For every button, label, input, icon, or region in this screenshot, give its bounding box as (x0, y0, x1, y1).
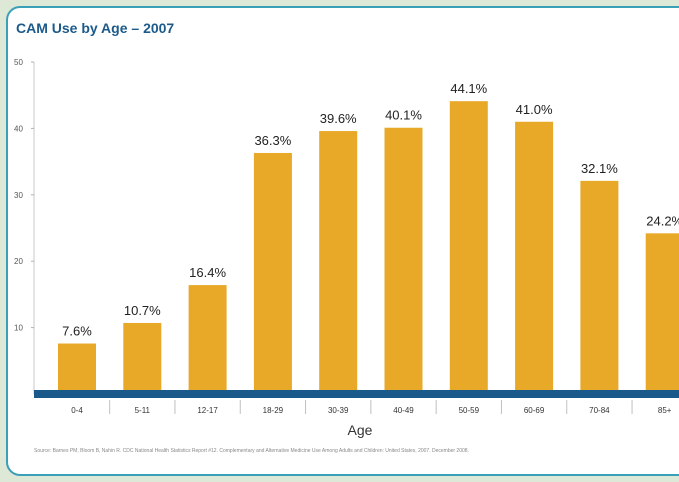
bar (253, 152, 292, 394)
x-tick-label: 18-29 (263, 406, 284, 415)
bar (319, 131, 358, 394)
y-axis: 10 20 30 40 50 (14, 58, 35, 394)
y-tick-label: 40 (14, 124, 23, 133)
x-tick-label: 40-49 (393, 406, 414, 415)
x-tick-label: 50-59 (459, 406, 480, 415)
x-tick-label: 0-4 (71, 406, 83, 415)
data-label: 10.7% (124, 303, 161, 318)
x-tick-label: 85+ (658, 406, 672, 415)
x-axis: 0-4 5-11 12-17 18-29 30-39 40-49 50-59 60-69 70-… (34, 390, 679, 415)
bar (515, 121, 554, 394)
bar (123, 322, 162, 394)
x-axis-baseline (34, 390, 679, 398)
x-tick-label: 70-84 (589, 406, 610, 415)
data-label: 36.3% (254, 133, 291, 148)
chart-title: CAM Use by Age – 2007 (16, 20, 175, 36)
x-tick-label: 30-39 (328, 406, 349, 415)
data-label: 44.1% (450, 81, 487, 96)
y-tick-label: 30 (14, 191, 23, 200)
y-tick-label: 20 (14, 257, 23, 266)
y-tick-label: 50 (14, 58, 23, 67)
bar (645, 233, 679, 394)
x-axis-title: Age (348, 422, 373, 438)
x-tick-label: 12-17 (197, 406, 218, 415)
data-label: 32.1% (581, 161, 618, 176)
y-tick-label: 10 (14, 324, 23, 333)
bar (58, 343, 96, 394)
data-label: 24.2% (646, 213, 679, 228)
data-label: 7.6% (62, 324, 92, 339)
data-label: 16.4% (189, 265, 226, 280)
bar (580, 180, 619, 394)
bars: 7.6% 10.7% 16.4% 36.3% 39.6% 40.1% 44.1% 41.0% 3… (58, 81, 679, 395)
bar (188, 285, 227, 394)
source-note: Source: Barnes PM, Bloom B, Nahin R. CDC… (34, 448, 469, 454)
bar (384, 127, 423, 395)
data-label: 40.1% (385, 108, 422, 123)
data-label: 41.0% (516, 102, 553, 117)
data-label: 39.6% (320, 111, 357, 126)
x-tick-label: 60-69 (524, 406, 545, 415)
x-tick-label: 5-11 (135, 406, 151, 415)
bar (449, 101, 488, 395)
